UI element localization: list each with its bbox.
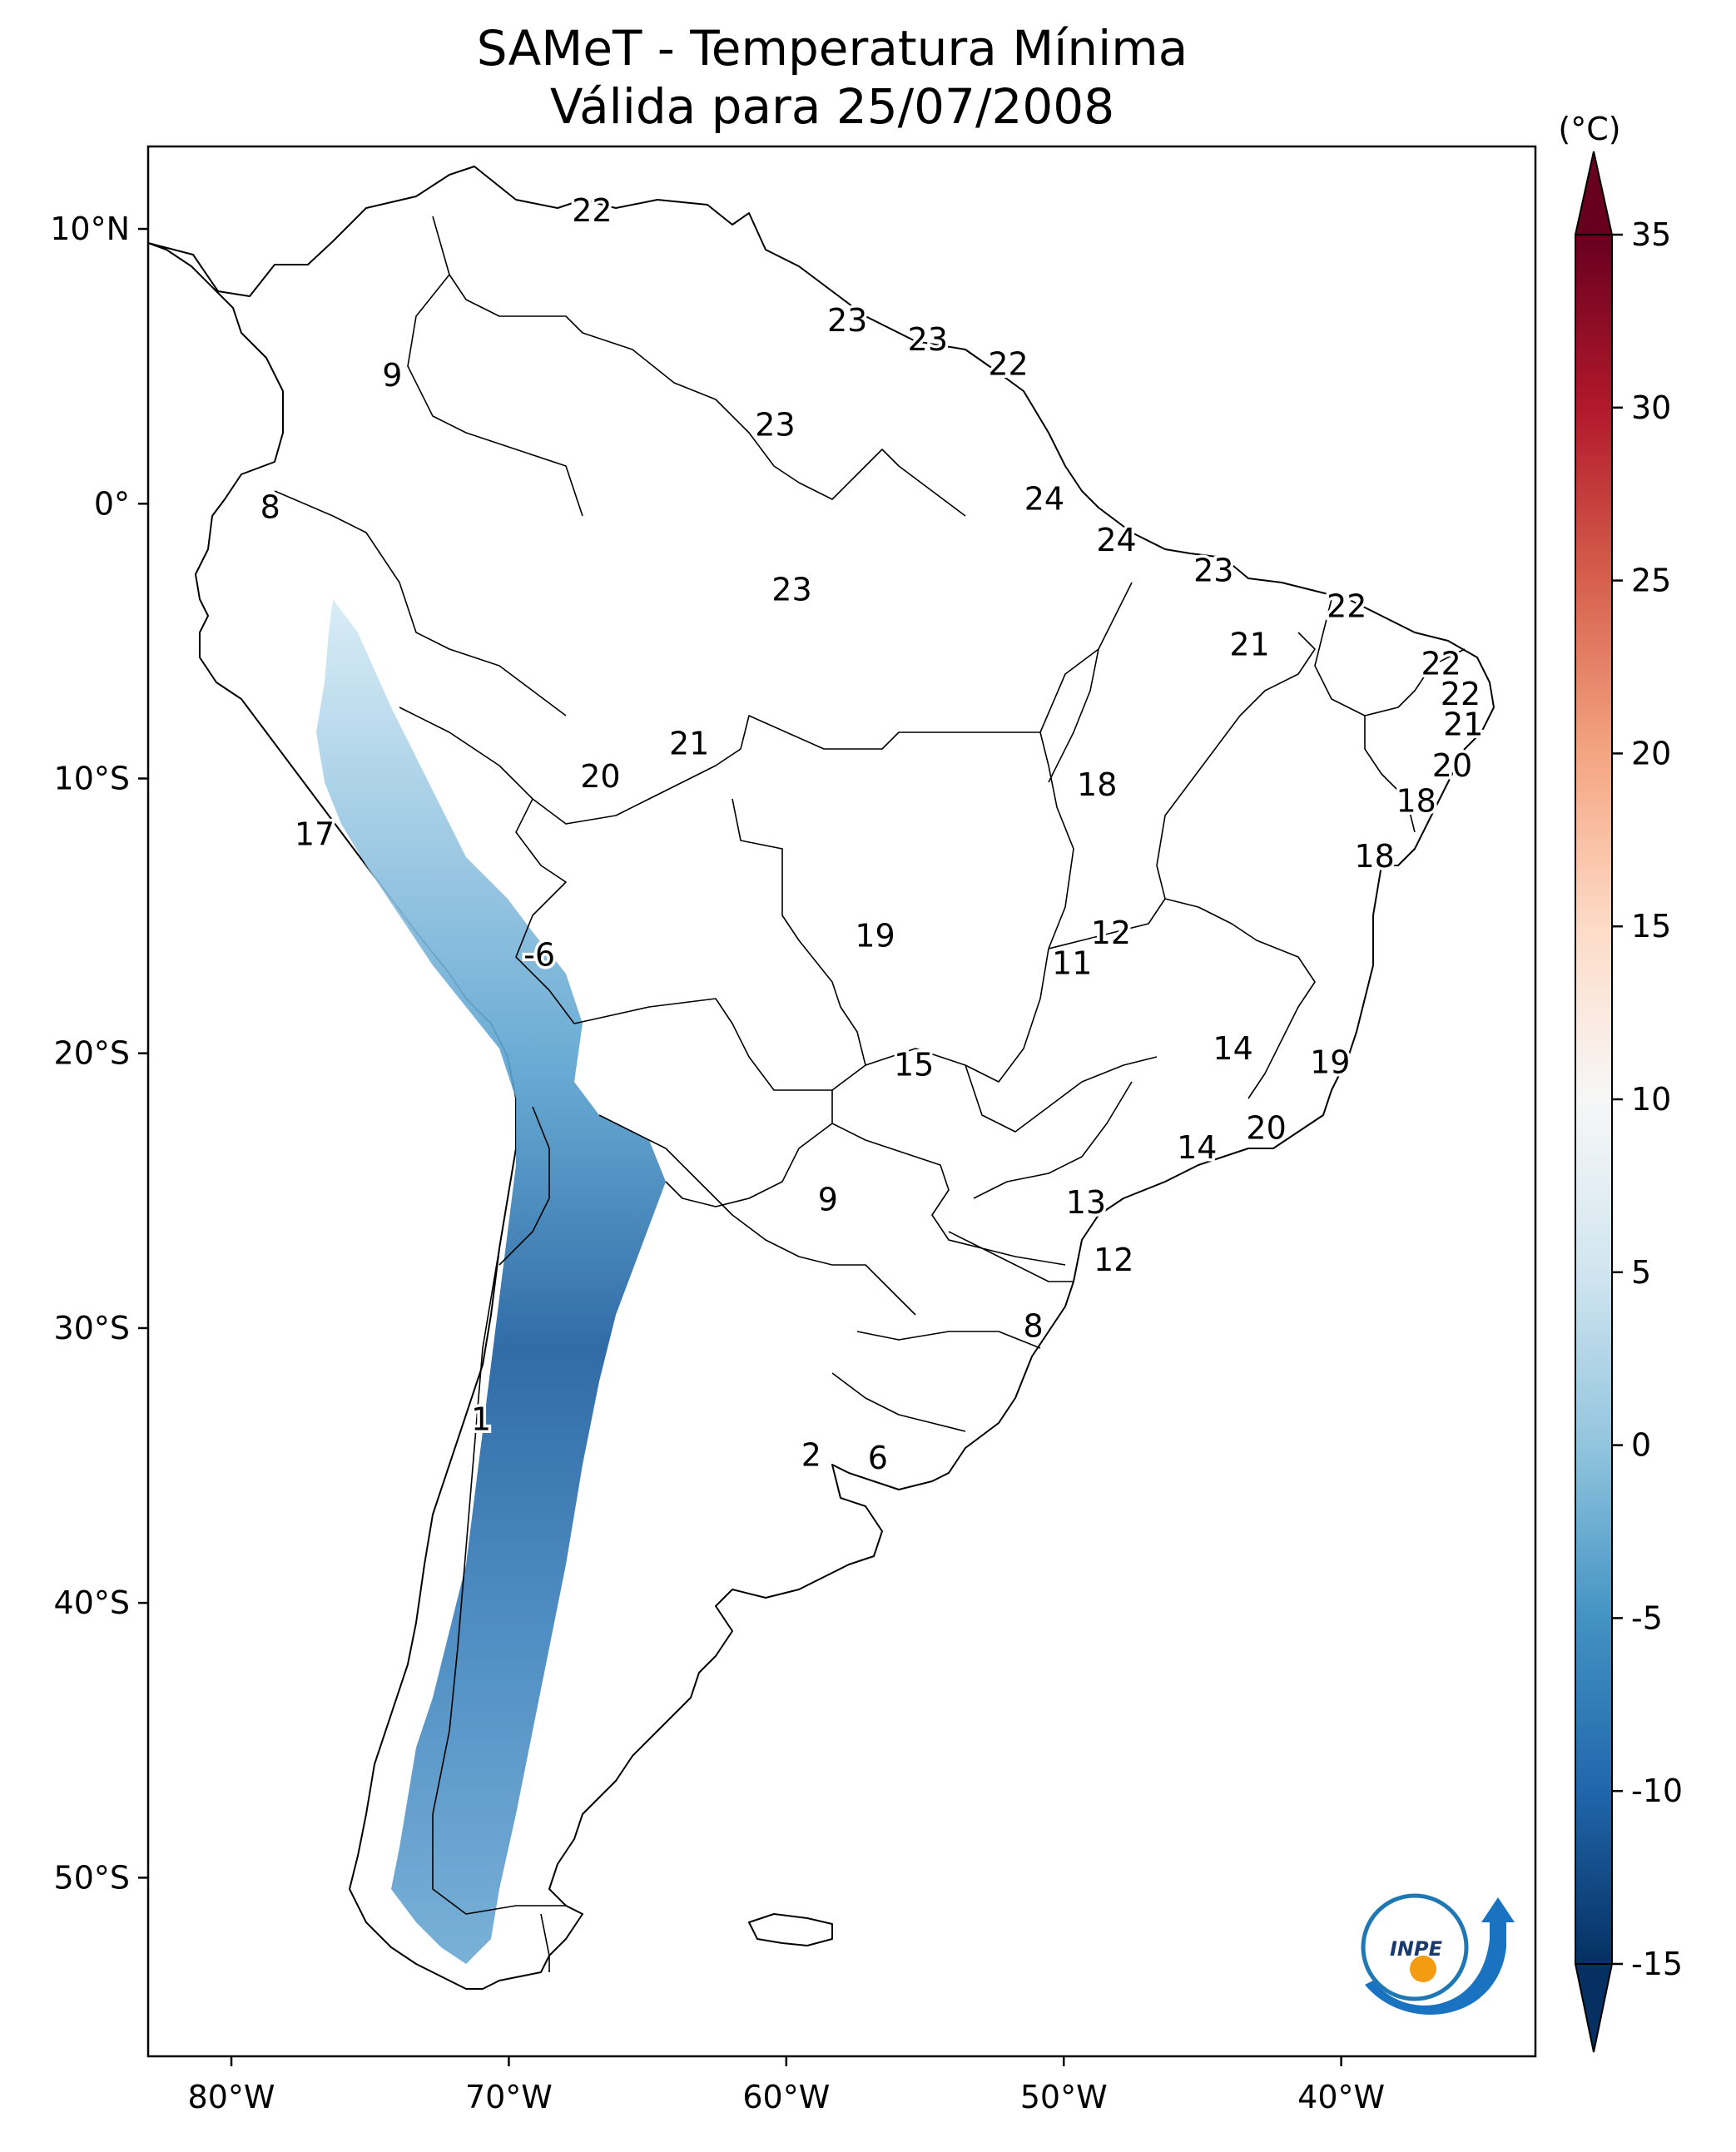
colorbar-tick-label: 10	[1631, 1081, 1671, 1118]
colorbar-unit-label: (°C)	[1558, 111, 1620, 147]
temperature-value-label: -6	[523, 937, 555, 974]
colorbar-max-extend	[1574, 151, 1614, 236]
logo-text: INPE	[1390, 1937, 1443, 1961]
temperature-value-label: 22	[1327, 588, 1366, 624]
temperature-value-label: 24	[1096, 522, 1136, 558]
logo-ring-icon	[1361, 1893, 1469, 2001]
temperature-value-label: 9	[818, 1182, 838, 1218]
logo-sun-icon	[1410, 1956, 1436, 1982]
colorbar-tick-label: 0	[1631, 1427, 1651, 1464]
temperature-value-label: 18	[1354, 838, 1394, 875]
x-tick-label: 40°W	[1297, 2079, 1385, 2115]
title-line-1: SAMeT - Temperatura Mínima	[477, 20, 1188, 77]
y-tick-label: 10°S	[54, 760, 130, 796]
x-tick-label: 80°W	[188, 2079, 275, 2115]
y-axis: 10°N 0° 10°S 20°S 30°S 40°S 50°S	[50, 211, 148, 1896]
temperature-value-label: 22	[1441, 676, 1481, 712]
temperature-value-label: 22	[988, 346, 1028, 383]
colorbar-min-extend	[1574, 1963, 1614, 2053]
temperature-value-label: 20	[1246, 1110, 1286, 1147]
temperature-value-label: 18	[1396, 783, 1436, 820]
temperature-value-label: 21	[669, 725, 709, 761]
colorbar-tick-label: 30	[1631, 389, 1671, 426]
andes-cold-band	[316, 599, 666, 1964]
y-tick-label: 50°S	[54, 1859, 130, 1896]
colorbar-tick-label: 5	[1631, 1254, 1651, 1291]
temperature-value-label: 18	[1077, 766, 1117, 803]
x-axis: 80°W 70°W 60°W 50°W 40°W	[188, 2056, 1385, 2115]
colorbar: (°C) -15 -10 -5 0 5 10 15 20 25 30 35	[1558, 111, 1683, 2053]
temperature-value-label: 21	[1443, 706, 1483, 742]
title-line-2: Válida para 25/07/2008	[550, 78, 1114, 135]
y-tick-label: 30°S	[54, 1310, 130, 1346]
temperature-value-label: 12	[1094, 1242, 1133, 1278]
map-frame	[146, 145, 1537, 2058]
y-tick-label: 0°	[94, 485, 130, 522]
political-boundaries	[274, 216, 1466, 1972]
colorbar-tick-label: -5	[1631, 1599, 1663, 1636]
map-panel	[148, 146, 1535, 2056]
falkland-islands	[748, 1913, 833, 1946]
temperature-value-label: 11	[1052, 945, 1092, 982]
temperature-value-label: 8	[1023, 1307, 1043, 1344]
logo-arrow-icon	[1365, 1897, 1515, 2015]
colorbar-tick-label: -15	[1631, 1946, 1683, 1982]
temperature-value-label: 20	[580, 758, 620, 795]
ocean-background	[148, 146, 1535, 2056]
colorbar-tick-label: 20	[1631, 735, 1671, 771]
inpe-logo: INPE	[1361, 1893, 1515, 2015]
temperature-value-label: 23	[755, 406, 795, 443]
x-tick-label: 70°W	[465, 2079, 553, 2115]
temperature-value-label: 24	[1024, 480, 1064, 517]
x-tick-label: 50°W	[1020, 2079, 1108, 2115]
temperature-value-label: 13	[1066, 1184, 1106, 1221]
temperature-value-label: 15	[894, 1047, 934, 1083]
temperature-value-label: 22	[1421, 646, 1461, 682]
colorbar-tick-label: 35	[1631, 216, 1671, 253]
temperature-value-label: 23	[827, 302, 867, 339]
temperature-value-label: 17	[295, 816, 335, 852]
temperature-value-label: 9	[382, 357, 402, 394]
colorbar-ticks: -15 -10 -5 0 5 10 15 20 25 30 35	[1612, 216, 1683, 1982]
colorbar-tick-label: 25	[1631, 563, 1671, 599]
colorbar-tick-label: -10	[1631, 1773, 1683, 1809]
colorbar-scale	[1575, 234, 1613, 1965]
x-tick-label: 60°W	[742, 2079, 830, 2115]
colorbar-tick-label: 15	[1631, 908, 1671, 945]
temperature-value-label: 6	[868, 1440, 888, 1476]
temperature-value-label: 1	[471, 1401, 491, 1438]
temperature-value-label: 23	[1193, 552, 1233, 588]
temperature-value-label: 19	[855, 918, 895, 955]
y-tick-label: 40°S	[54, 1584, 130, 1621]
temperature-value-label: 8	[260, 488, 280, 525]
temperature-value-label: 14	[1213, 1030, 1252, 1067]
y-tick-label: 10°N	[50, 211, 130, 247]
temperature-value-label: 23	[908, 321, 948, 358]
temperature-value-label: 23	[771, 571, 811, 607]
y-tick-label: 20°S	[54, 1035, 130, 1072]
temperature-value-label: 21	[1229, 626, 1269, 662]
temperature-value-label: 2	[801, 1437, 821, 1474]
temperature-value-label: 14	[1177, 1129, 1217, 1166]
temperature-value-label: 12	[1091, 915, 1131, 951]
temperature-value-label: 22	[572, 192, 612, 229]
temperature-value-label: 19	[1310, 1044, 1350, 1080]
temperature-value-label: 20	[1432, 747, 1472, 784]
